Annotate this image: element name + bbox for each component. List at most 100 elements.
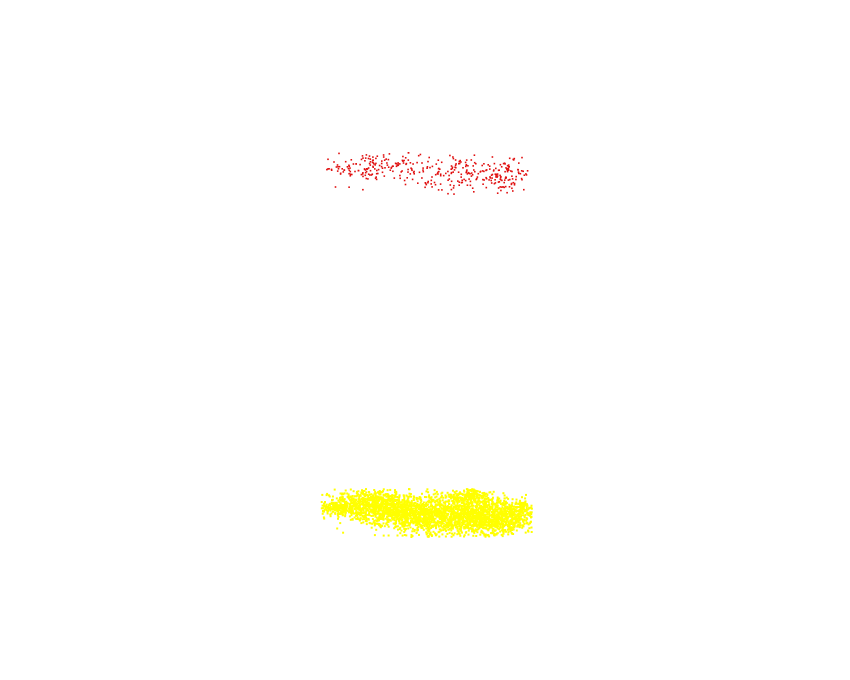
red-point-102 — [399, 174, 401, 177]
yellow-point-396 — [345, 500, 348, 503]
yellow-point-650 — [349, 518, 352, 521]
yellow-point-1208 — [379, 498, 382, 501]
yellow-point-1340 — [375, 516, 378, 519]
yellow-point-3197 — [507, 531, 510, 534]
red-point-264 — [455, 166, 457, 169]
yellow-point-3091 — [514, 513, 517, 516]
yellow-point-2403 — [437, 520, 440, 523]
red-point-232 — [412, 163, 414, 165]
yellow-point-3423 — [339, 502, 342, 505]
yellow-point-2878 — [501, 502, 504, 505]
yellow-point-477 — [382, 500, 385, 502]
yellow-point-2294 — [427, 535, 430, 538]
yellow-point-1396 — [416, 520, 419, 523]
yellow-point-1217 — [399, 503, 402, 506]
red-point-284 — [453, 184, 455, 187]
yellow-point-1779 — [437, 524, 440, 527]
yellow-point-1611 — [405, 534, 408, 537]
red-point-186 — [479, 171, 482, 173]
yellow-point-2782 — [469, 505, 472, 508]
red-point-178 — [424, 182, 427, 184]
yellow-point-3424 — [335, 501, 338, 504]
yellow-point-2203 — [452, 517, 455, 520]
red-point-354 — [511, 178, 514, 180]
yellow-point-3594 — [511, 505, 513, 508]
red-point-153 — [418, 171, 421, 174]
yellow-point-2420 — [452, 518, 455, 521]
yellow-point-1370 — [359, 512, 362, 514]
yellow-point-3184 — [459, 529, 462, 532]
yellow-point-1953 — [454, 523, 456, 526]
yellow-point-2852 — [483, 508, 486, 511]
yellow-point-3366 — [475, 495, 478, 498]
red-point-372 — [453, 193, 455, 195]
yellow-point-2969 — [527, 529, 529, 532]
red-point-200 — [449, 184, 452, 186]
red-point-187 — [431, 176, 433, 178]
red-point-371 — [497, 181, 500, 183]
yellow-point-427 — [380, 507, 383, 510]
yellow-point-2858 — [505, 512, 508, 515]
yellow-point-2258 — [437, 501, 440, 504]
yellow-point-2784 — [490, 514, 493, 517]
yellow-point-2658 — [472, 508, 475, 511]
red-point-19 — [369, 158, 372, 160]
yellow-point-2867 — [464, 511, 467, 514]
yellow-point-493 — [376, 512, 378, 515]
red-point-397 — [348, 172, 350, 175]
yellow-point-1705 — [454, 518, 457, 521]
red-point-57 — [369, 174, 371, 176]
red-point-208 — [473, 154, 476, 156]
yellow-point-3313 — [461, 497, 463, 500]
red-point-394 — [343, 169, 345, 171]
yellow-point-296 — [350, 513, 353, 516]
yellow-point-3274 — [474, 497, 477, 500]
yellow-point-2200 — [436, 509, 439, 512]
yellow-point-331 — [361, 514, 364, 517]
red-point-157 — [427, 181, 429, 184]
yellow-point-450 — [349, 495, 352, 498]
yellow-point-1871 — [415, 532, 418, 534]
yellow-point-2070 — [427, 522, 430, 525]
yellow-point-752 — [354, 498, 357, 501]
yellow-point-2816 — [522, 519, 524, 522]
red-point-22 — [352, 163, 355, 165]
yellow-point-1348 — [414, 519, 417, 522]
yellow-point-3374 — [462, 498, 465, 501]
yellow-point-871 — [369, 504, 372, 507]
red-point-373 — [511, 170, 513, 173]
yellow-point-630 — [364, 515, 367, 518]
yellow-point-2404 — [432, 530, 435, 533]
yellow-point-3097 — [520, 515, 522, 518]
yellow-point-435 — [360, 503, 363, 506]
red-point-338 — [503, 162, 506, 164]
yellow-point-2532 — [472, 534, 475, 537]
yellow-point-3399 — [341, 504, 344, 507]
yellow-point-3290 — [466, 488, 469, 491]
yellow-point-2539 — [518, 525, 521, 528]
red-point-114 — [361, 155, 364, 157]
yellow-point-479 — [362, 499, 364, 502]
yellow-point-1296 — [396, 510, 399, 513]
red-point-53 — [407, 159, 410, 161]
yellow-point-3138 — [467, 505, 470, 508]
yellow-point-1043 — [398, 522, 401, 525]
yellow-point-2828 — [480, 523, 482, 526]
yellow-point-3070 — [497, 500, 500, 503]
red-point-94 — [388, 153, 391, 155]
yellow-point-2456 — [485, 498, 488, 500]
yellow-point-774 — [362, 498, 365, 501]
yellow-point-2253 — [405, 521, 408, 524]
yellow-point-1374 — [400, 506, 403, 509]
yellow-point-2278 — [406, 504, 409, 507]
yellow-point-137 — [351, 495, 354, 497]
red-point-82 — [376, 169, 378, 172]
yellow-point-2835 — [462, 516, 465, 518]
yellow-point-2141 — [423, 521, 426, 524]
yellow-point-1376 — [389, 519, 392, 522]
yellow-point-3305 — [476, 494, 479, 497]
red-point-46 — [354, 170, 356, 173]
yellow-point-2279 — [416, 522, 419, 525]
yellow-point-1162 — [420, 503, 423, 506]
yellow-point-1784 — [469, 510, 472, 513]
